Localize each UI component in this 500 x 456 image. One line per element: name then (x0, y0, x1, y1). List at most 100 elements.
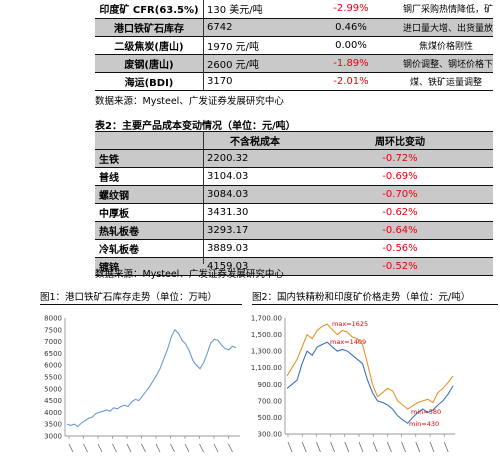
fig1-y-tick: 3500 (44, 421, 62, 429)
fig2-annotation: min=580 (411, 408, 441, 416)
product-cost: 3084.03 (203, 185, 307, 204)
item-note: 焦煤价格刚性 (399, 36, 493, 55)
table-divider (203, 0, 204, 90)
item-note: 钢价调整、钢坯价格下跌 (399, 54, 493, 73)
fig2-x-tick-label (330, 441, 335, 453)
product-change: -0.70% (307, 185, 493, 204)
fig2-x-tick-label (316, 441, 321, 453)
table2-title: 表2：主要产品成本变动情况（单位：元/吨） (95, 121, 296, 132)
item-change: 0.46% (303, 18, 399, 37)
item-note: 进口量大增、出货量放缓 (399, 18, 493, 37)
item-value: 130 美元/吨 (203, 0, 303, 19)
product-name: 冷轧板卷 (95, 239, 203, 258)
table2-row: 热轧板卷 3293.17 -0.64% (95, 221, 493, 240)
fig2-x-tick-label (287, 441, 293, 453)
item-name: 二级焦炭(唐山) (95, 36, 203, 55)
figure1-title-rule (40, 304, 242, 305)
product-cost: 3431.30 (203, 203, 307, 222)
fig2-x-tick-label (358, 441, 364, 453)
product-name: 螺纹钢 (95, 185, 203, 204)
fig2-y-tick: 300.00 (258, 431, 283, 439)
item-value: 3170 (203, 72, 303, 91)
figure1-chart: 8000 7500 7000 6500 6000 5500 5000 4500 4000 3500… (44, 315, 240, 453)
fig2-y-tick: 700.00 (258, 397, 283, 405)
fig1-x-tick-label (126, 443, 132, 453)
product-name: 普线 (95, 167, 203, 186)
item-note: 煤、铁矿运量调整 (399, 72, 493, 91)
fig2-y-tick: 900.00 (258, 381, 283, 389)
product-name: 热轧板卷 (95, 221, 203, 240)
fig1-x-tick-label (141, 443, 146, 453)
fig1-series-line (66, 328, 237, 428)
fig2-annotation: max=1409 (330, 338, 366, 346)
item-change: -1.89% (303, 54, 399, 73)
fig2-x-tick-label (387, 441, 392, 453)
fig1-y-tick: 6500 (44, 350, 62, 358)
table2-row: 普线 3104.03 -0.69% (95, 167, 493, 186)
product-name: 生铁 (95, 149, 203, 168)
fig1-y-tick: 4000 (44, 409, 62, 417)
product-cost: 3293.17 (203, 221, 307, 240)
fig2-y-tick: 1,500.00 (251, 331, 282, 339)
fig1-y-tick: 5500 (44, 374, 62, 382)
fig1-x-tick-label (199, 443, 204, 453)
table2-row: 镀锌 4159.03 -0.52% (95, 257, 493, 276)
fig1-x-tick-label (83, 443, 88, 453)
table1-row: 印度矿 CFR(63.5%)130 美元/吨-2.99%钢厂采购热情降低，矿山降… (95, 0, 493, 19)
item-change: -2.01% (303, 72, 399, 91)
item-name: 海运(BDI) (95, 72, 203, 91)
fig1-y-tick: 3000 (44, 433, 62, 441)
fig1-x-tick-label (97, 443, 103, 453)
item-value: 6742 (203, 18, 303, 37)
table2-source: 数据来源：Mysteel、广发证券发展研究中心 (95, 269, 284, 280)
fig1-x-tick-label (68, 443, 74, 453)
table1-row: 港口铁矿石库存 6742 0.46% 进口量大增、出货量放缓 (95, 18, 493, 37)
fig2-x-tick-label (301, 441, 307, 453)
figure1-title: 图1：港口铁矿石库存走势（单位：万吨） (40, 292, 218, 303)
header-change: 周环比变动 (307, 131, 493, 150)
table2-row: 螺纹钢 3084.03 -0.70% (95, 185, 493, 204)
fig2-x-tick-label (429, 441, 435, 453)
item-name: 废钢(唐山) (95, 54, 203, 73)
item-change: -2.99% (303, 0, 399, 19)
figure2-chart: 1,700.00 1,500.00 1,300.00 1,100.00 900.00 70… (251, 315, 455, 453)
fig1-x-tick-label (155, 443, 161, 453)
fig1-x-tick-label (184, 443, 190, 453)
fig2-annotation: max=1625 (332, 320, 368, 328)
fig1-y-tick: 8000 (44, 315, 62, 323)
raw-material-price-table: 印度矿 CFR(63.5%)130 美元/吨-2.99%钢厂采购热情降低，矿山降… (95, 0, 493, 91)
figure2-title: 图2：国内铁精粉和印度矿价格走势（单位：元/吨） (252, 292, 471, 303)
fig2-y-tick: 500.00 (258, 414, 283, 422)
item-change: 0.00% (303, 36, 399, 55)
fig2-y-tick: 1,700.00 (251, 315, 282, 323)
figure2-title-rule (252, 304, 498, 305)
fig1-y-tick: 7500 (44, 326, 62, 334)
fig2-x-tick-label (443, 441, 449, 453)
table2-row: 冷轧板卷 3889.03 -0.56% (95, 239, 493, 258)
product-change: -0.56% (307, 239, 493, 258)
table1-row: 二级焦炭(唐山) 1970 元/吨 0.00% 焦煤价格刚性 (95, 36, 493, 55)
fig1-x-tick-label (112, 443, 117, 453)
product-change: -0.72% (307, 149, 493, 168)
fig1-x-tick-label (170, 443, 175, 453)
fig2-x-tick-label (401, 441, 406, 453)
table2-row: 生铁 2200.32 -0.72% (95, 149, 493, 168)
product-cost: 4159.03 (203, 257, 307, 276)
fig2-series-line-1 (286, 341, 454, 424)
product-name: 镀锌 (95, 257, 203, 276)
table2-row: 中厚板 3431.30 -0.62% (95, 203, 493, 222)
table1-source: 数据来源：Mysteel、广发证券发展研究中心 (95, 96, 284, 107)
fig2-x-tick-label (415, 441, 421, 453)
product-change: -0.69% (307, 167, 493, 186)
product-name: 中厚板 (95, 203, 203, 222)
table1-row: 废钢(唐山) 2600 元/吨 -1.89% 钢价调整、钢坯价格下跌 (95, 54, 493, 73)
fig2-y-tick: 1,100.00 (251, 364, 282, 372)
table1-row: 海运(BDI) 3170 -2.01% 煤、铁矿运量调整 (95, 72, 493, 91)
product-change: -0.52% (307, 257, 493, 276)
fig2-x-tick-label (344, 441, 350, 453)
item-value: 1970 元/吨 (203, 36, 303, 55)
header-blank (95, 131, 203, 150)
fig1-x-tick-label (213, 443, 219, 453)
fig1-y-tick: 4500 (44, 397, 62, 405)
fig1-y-tick: 5000 (44, 385, 62, 393)
